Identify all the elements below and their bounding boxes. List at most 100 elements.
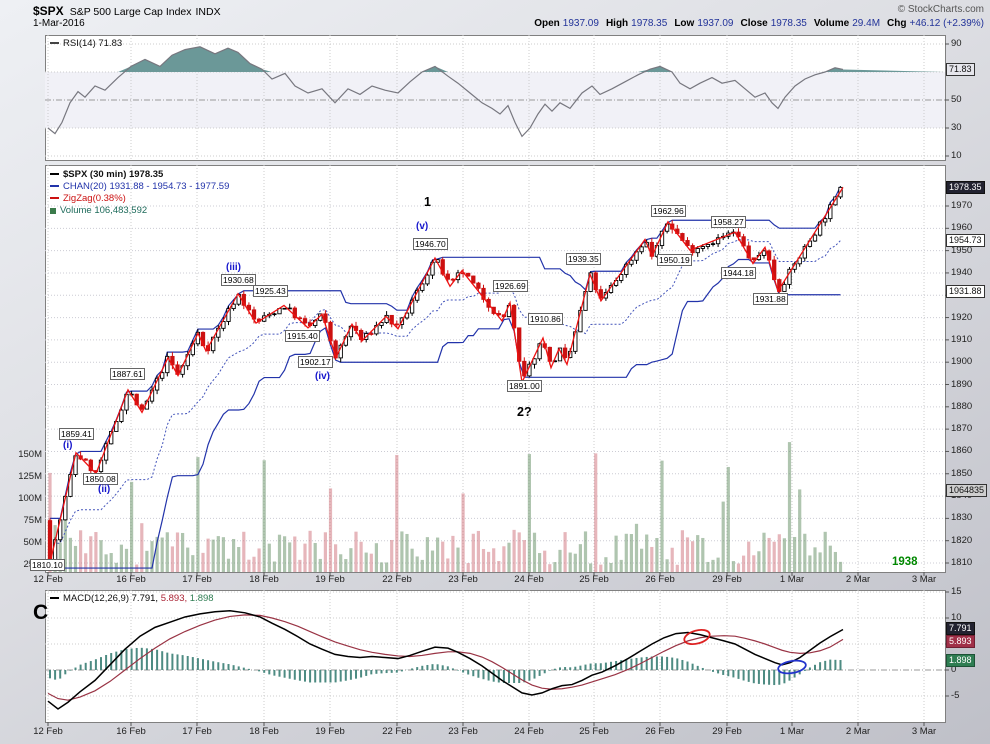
macd-axis-tick: -5 (951, 690, 960, 701)
rsi-axis-tick: 90 (951, 38, 962, 49)
date-label: 17 Feb (182, 726, 212, 737)
price-axis-tick: 1850 (951, 467, 973, 479)
price-legend-zigzag: ZigZag(0.38%) (50, 193, 126, 204)
symbol-name: S&P 500 Large Cap Index (69, 6, 192, 18)
macd-value: 7.791, (131, 593, 159, 604)
date-label: 29 Feb (712, 574, 742, 585)
date-label: 24 Feb (514, 574, 544, 585)
date-label: 1 Mar (779, 574, 805, 585)
volume-axis-tick: 100M (18, 493, 42, 504)
volume-axis-tick: 125M (18, 471, 42, 482)
date-label: 26 Feb (645, 726, 675, 737)
date-label: 29 Feb (712, 726, 742, 737)
date-label: 12 Feb (33, 726, 63, 737)
quote-value: 1937.09 (562, 18, 599, 29)
date-label: 25 Feb (579, 574, 609, 585)
date-label: 17 Feb (182, 574, 212, 585)
symbol-legend-marker-icon (50, 173, 59, 175)
volume-value-box: 1064835 (946, 484, 988, 497)
quote-label: Open (534, 18, 560, 29)
last-price-box: 1978.35 (946, 181, 985, 194)
channel-lower-box: 1931.88 (946, 285, 985, 298)
macd-value-box: 7.791 (946, 622, 975, 635)
date-label: 12 Feb (33, 574, 63, 585)
date-label: 2 Mar (845, 726, 871, 737)
date-label: 18 Feb (249, 726, 279, 737)
volume-axis-tick: 50M (23, 537, 42, 548)
macd-legend-marker-icon (50, 597, 59, 599)
price-axis-tick: 1810 (951, 557, 973, 568)
quote-label: Chg (887, 18, 907, 29)
date-label: 18 Feb (249, 574, 279, 585)
price-axis-tick: 1840 (951, 490, 973, 502)
price-axis-tick: 1950 (951, 244, 973, 256)
date-label: 19 Feb (315, 726, 345, 737)
date-label: 19 Feb (315, 574, 345, 585)
price-legend-symbol: $SPX (30 min) 1978.35 (50, 169, 163, 180)
date-label: 16 Feb (116, 726, 146, 737)
chart-header: $SPX S&P 500 Large Cap Index INDX (33, 4, 221, 18)
date-label: 24 Feb (514, 726, 544, 737)
date-label: 23 Feb (448, 574, 478, 585)
macd-signal-value: 5.893, (160, 593, 188, 604)
date-label: 26 Feb (645, 574, 675, 585)
chart-date: 1-Mar-2016 (33, 18, 85, 29)
rsi-panel (45, 35, 946, 161)
rsi-legend-text: RSI(14) 71.83 (63, 38, 123, 49)
rsi-axis-tick: 30 (951, 122, 962, 133)
macd-axis-tick: 10 (951, 612, 962, 623)
quote-value: 1978.35 (770, 18, 807, 29)
macd-axis-tick: 0 (951, 664, 957, 675)
price-axis-tick: 1940 (951, 266, 973, 278)
rsi-legend-marker-icon (50, 42, 59, 44)
quote-value: 29.4M (852, 18, 881, 29)
date-label: 3 Mar (911, 726, 937, 737)
price-axis-tick: 1930 (951, 289, 973, 301)
price-axis-tick: 1820 (951, 534, 973, 546)
quote-label: High (605, 18, 629, 29)
macd-axis-tick: 5 (951, 638, 957, 649)
date-label: 16 Feb (116, 574, 146, 585)
date-label: 22 Feb (382, 726, 412, 737)
volume-axis-tick: 25M (23, 559, 42, 570)
quote-value: +46.12 (+2.39%) (909, 18, 985, 29)
price-axis-tick: 1970 (951, 200, 973, 211)
rsi-axis-tick: 50 (951, 94, 962, 105)
rsi-axis-tick: 10 (951, 150, 962, 161)
macd-panel (45, 590, 946, 723)
channel-legend-marker-icon (50, 185, 59, 187)
date-label: 3 Mar (911, 574, 937, 585)
price-axis-tick: 1830 (951, 512, 973, 524)
volume-axis-tick: 150M (18, 449, 42, 460)
date-label: 23 Feb (448, 726, 478, 737)
price-axis-tick: 1920 (951, 311, 973, 323)
price-axis-tick: 1960 (951, 222, 973, 234)
quote-label: Close (740, 18, 768, 29)
quote-label: Low (674, 18, 695, 29)
price-panel (45, 165, 946, 573)
price-axis-tick: 1870 (951, 423, 973, 435)
price-legend-channel: CHAN(20) 1931.88 - 1954.73 - 1977.59 (50, 181, 229, 192)
zigzag-legend-marker-icon (50, 197, 59, 199)
price-axis-tick: 1910 (951, 333, 973, 345)
macd-hist-value-box: 1.898 (946, 654, 975, 667)
macd-axis-tick: 15 (951, 586, 962, 597)
quote-value: 1978.35 (631, 18, 668, 29)
rsi-value-box: 71.83 (946, 63, 975, 76)
exchange: INDX (195, 6, 221, 18)
channel-mid-box: 1954.73 (946, 234, 985, 247)
price-axis-tick: 1900 (951, 356, 973, 368)
ohlc-quote-row: Open 1937.09 High 1978.35 Low 1937.09 Close 197… (527, 18, 984, 29)
copyright: © StockCharts.com (897, 4, 984, 15)
date-label: 1 Mar (779, 726, 805, 737)
macd-legend: MACD(12,26,9) 7.791, 5.893, 1.898 (50, 593, 214, 604)
volume-legend-marker-icon (50, 208, 56, 214)
date-label: 22 Feb (382, 574, 412, 585)
quote-value: 1937.09 (697, 18, 734, 29)
date-label: 2 Mar (845, 574, 871, 585)
macd-hist-value: 1.898 (189, 593, 214, 604)
volume-axis-tick: 75M (23, 515, 42, 526)
price-axis-tick: 1860 (951, 445, 973, 457)
price-legend-volume: Volume 106,483,592 (50, 205, 147, 216)
